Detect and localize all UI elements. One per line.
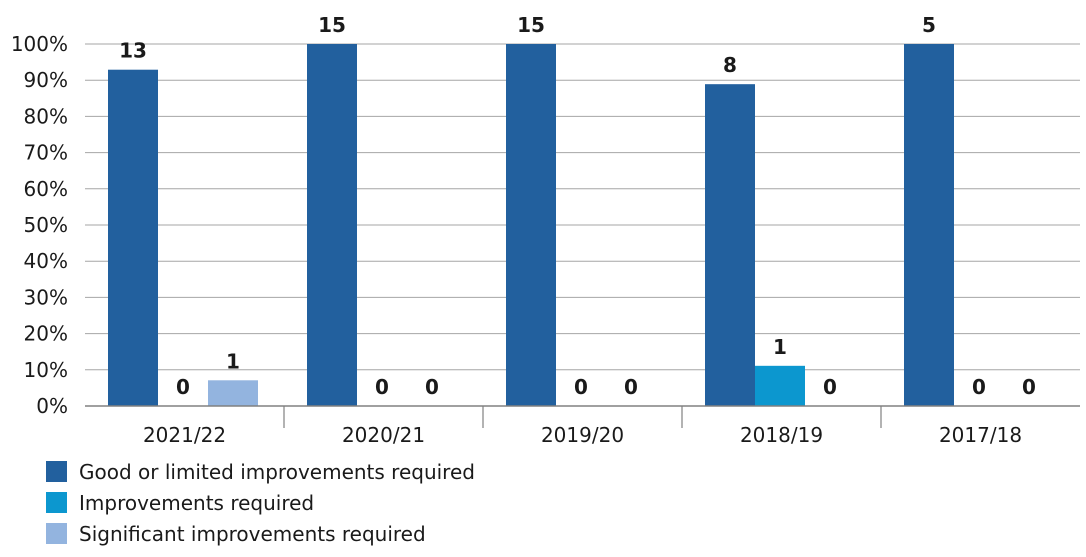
bar (307, 44, 357, 406)
data-label: 0 (624, 375, 638, 399)
y-tick-label: 100% (11, 32, 68, 56)
data-label: 0 (823, 375, 837, 399)
data-label: 0 (176, 375, 190, 399)
data-label: 15 (318, 13, 346, 37)
y-tick-label: 0% (36, 394, 68, 418)
data-label: 1 (773, 335, 787, 359)
legend-label-significant: Significant improvements required (79, 521, 426, 546)
legend-label-improvements: Improvements required (79, 490, 315, 515)
legend-item-significant: Significant improvements required (46, 518, 475, 549)
x-axis (85, 405, 1080, 428)
y-tick-label: 50% (24, 213, 68, 237)
data-label: 0 (574, 375, 588, 399)
y-tick-label: 20% (24, 322, 68, 346)
legend-swatch-good (46, 461, 67, 482)
bar (755, 365, 805, 406)
data-label: 13 (119, 39, 147, 63)
legend-swatch-improvements (46, 492, 67, 513)
y-tick-label: 30% (24, 285, 68, 309)
y-tick-label: 80% (24, 104, 68, 128)
legend-item-good: Good or limited improvements required (46, 456, 475, 487)
y-tick-label: 60% (24, 177, 68, 201)
y-axis-tick-labels: 0% 10% 20% 30% 40% 50% 60% 70% 80% 90% 100% (11, 32, 68, 418)
data-label: 0 (375, 375, 389, 399)
x-category-label: 2019/20 (541, 423, 624, 447)
data-label: 5 (922, 13, 936, 37)
bar (705, 84, 755, 406)
data-label: 8 (723, 53, 737, 77)
legend-item-improvements: Improvements required (46, 487, 475, 518)
bar (506, 44, 556, 406)
data-label: 15 (517, 13, 545, 37)
data-label: 1 (226, 349, 240, 373)
y-tick-label: 40% (24, 249, 68, 273)
y-tick-label: 10% (24, 358, 68, 382)
y-tick-label: 70% (24, 141, 68, 165)
bars (108, 44, 954, 407)
legend: Good or limited improvements required Im… (46, 456, 475, 549)
legend-label-good: Good or limited improvements required (79, 459, 475, 484)
x-axis-category-labels: 2021/22 2020/21 2019/20 2018/19 2017/18 (143, 423, 1022, 447)
data-label: 0 (1022, 375, 1036, 399)
data-labels: 13 15 15 8 5 0 0 0 1 0 1 0 0 0 0 (119, 13, 1036, 399)
x-category-label: 2017/18 (939, 423, 1022, 447)
x-category-label: 2018/19 (740, 423, 823, 447)
x-category-label: 2020/21 (342, 423, 425, 447)
data-label: 0 (425, 375, 439, 399)
legend-swatch-significant (46, 523, 67, 544)
bar (208, 380, 258, 406)
y-tick-label: 90% (24, 68, 68, 92)
x-category-label: 2021/22 (143, 423, 226, 447)
bar (904, 44, 954, 406)
data-label: 0 (972, 375, 986, 399)
bar (108, 69, 158, 407)
